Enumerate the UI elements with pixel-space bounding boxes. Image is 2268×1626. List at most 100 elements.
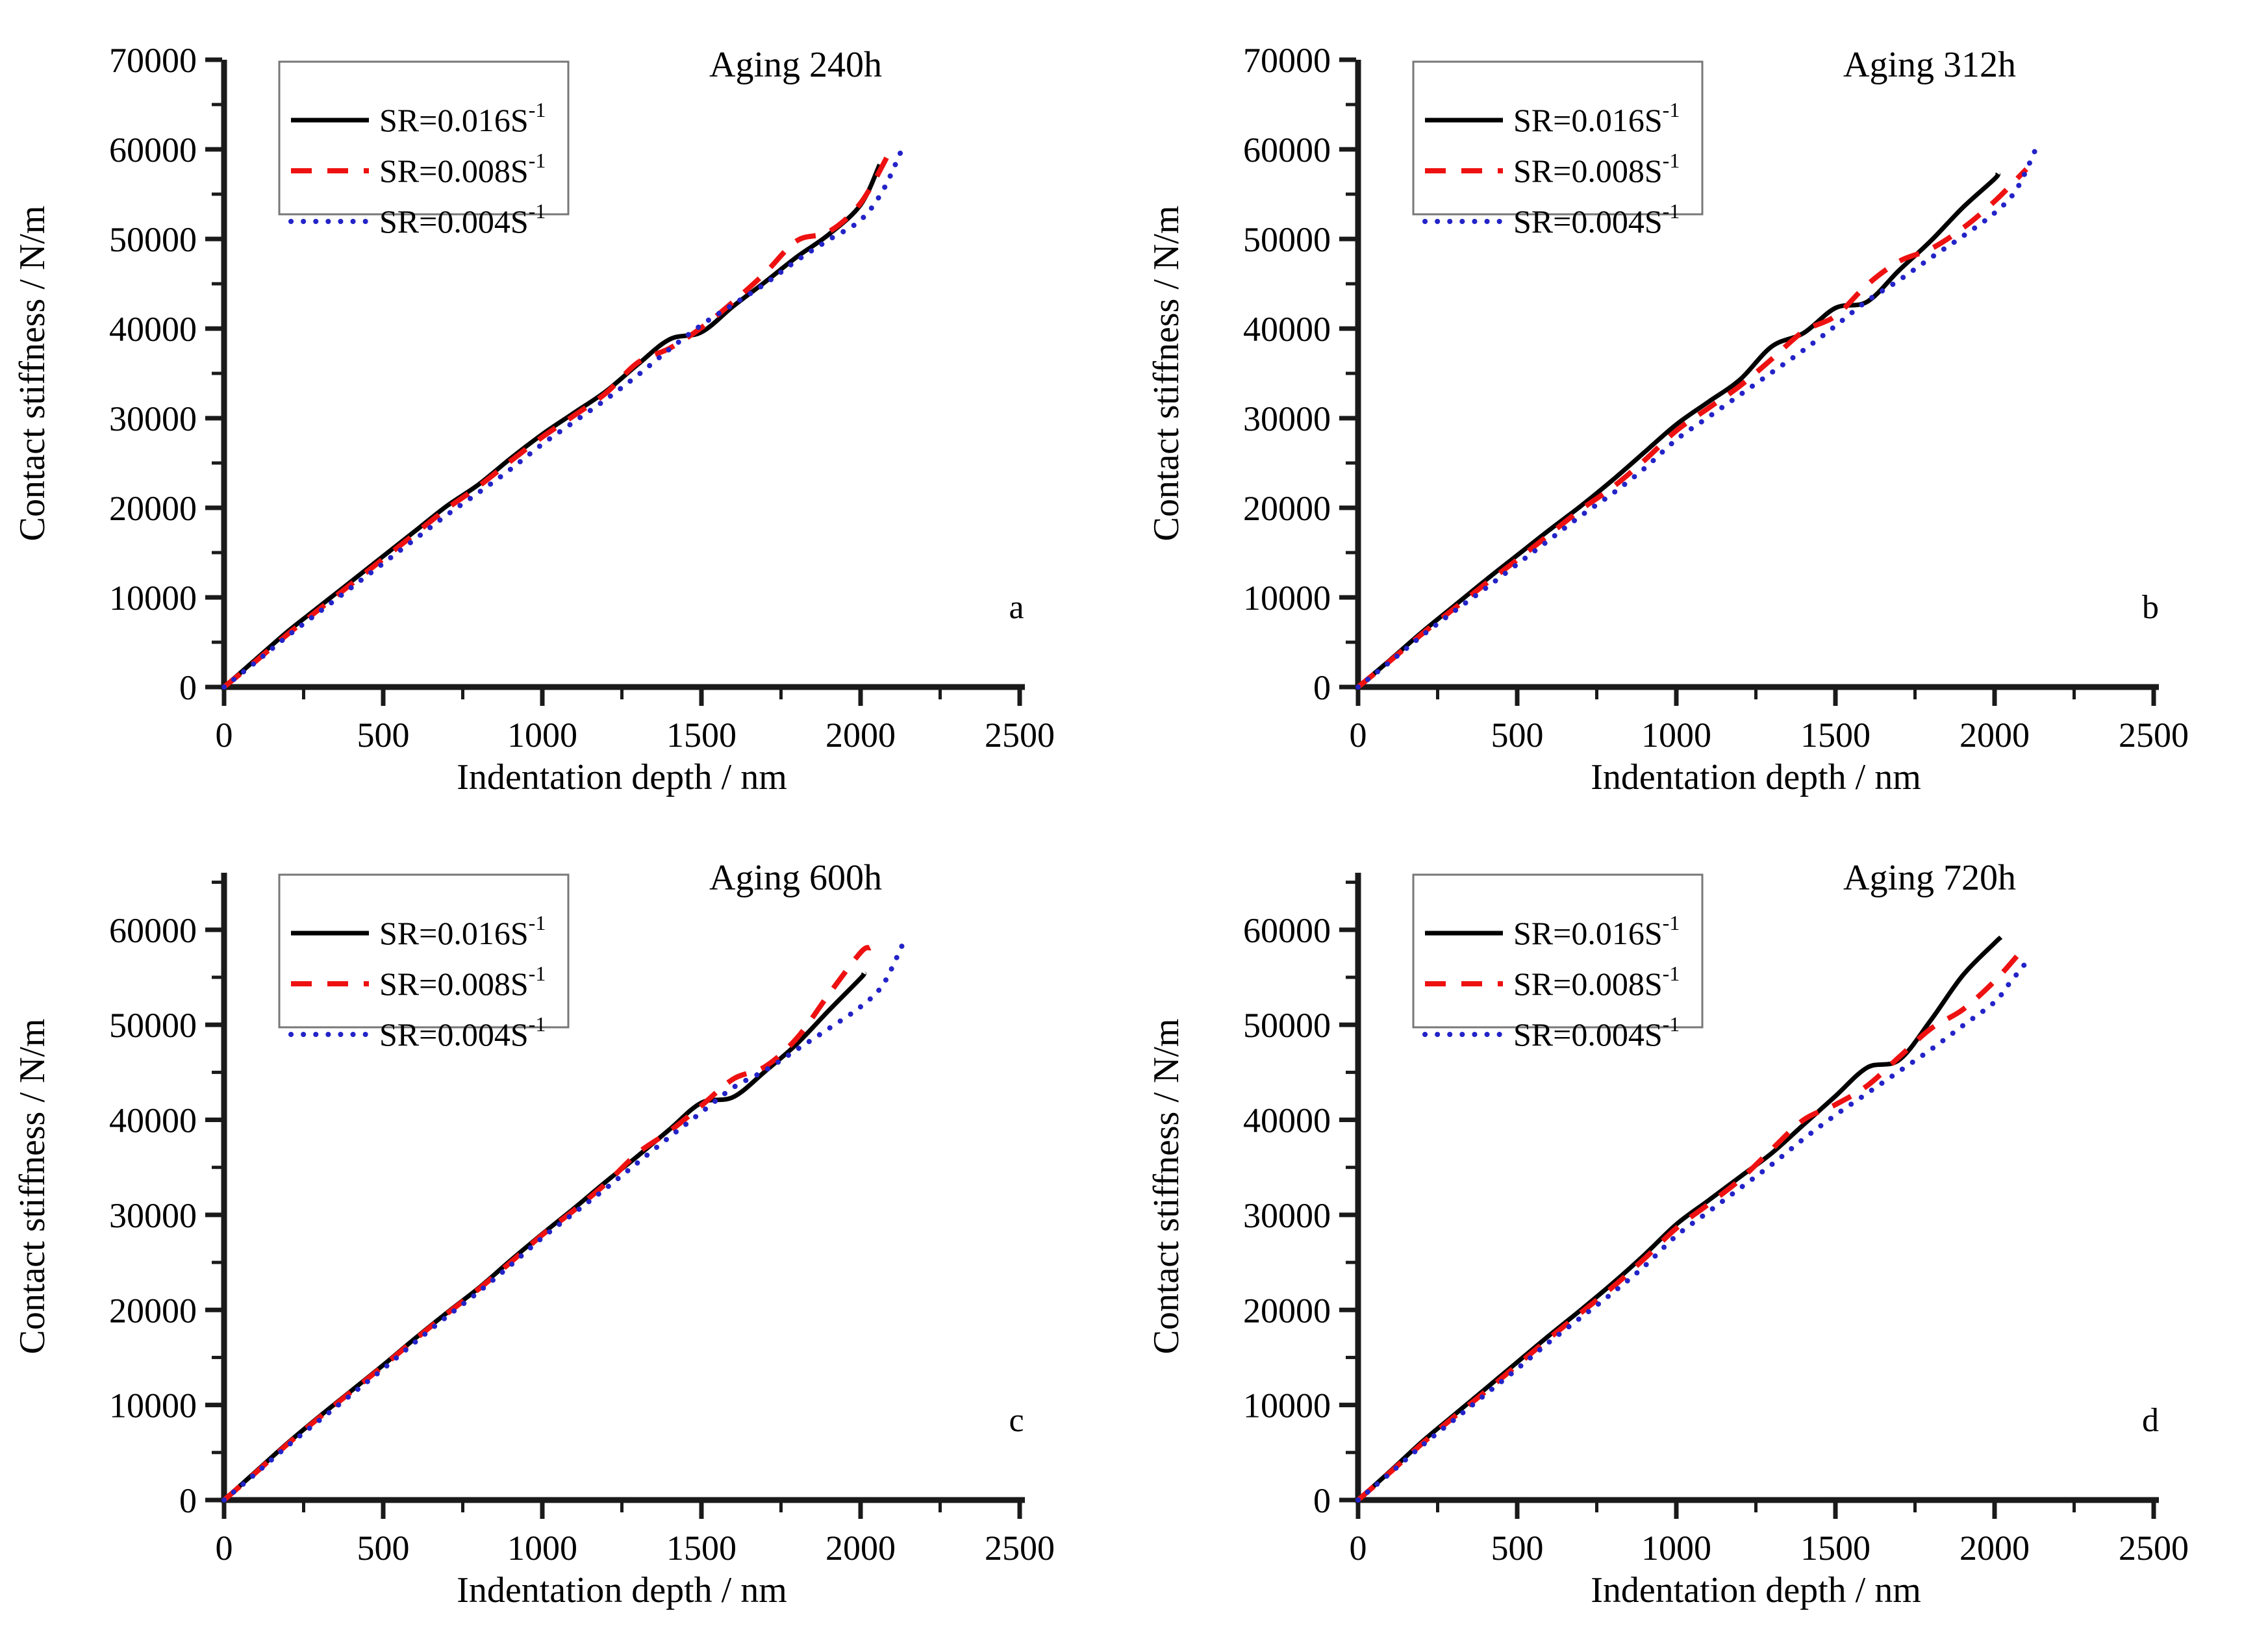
legend-box — [1412, 60, 1704, 216]
panel-a-chart: 0 500 1000 1500 2000 2500 0 10000 20000 30000 4000… — [12, 41, 1055, 797]
panel-title: Aging 720h — [1843, 858, 2016, 898]
x-tick-label: 500 — [357, 1529, 410, 1568]
y-tick-label: 60000 — [1243, 911, 1331, 950]
y-tick-label: 0 — [179, 1481, 197, 1520]
legend-label: SR=0.008S-1 — [379, 962, 546, 1002]
x-axis-title: Indentation depth / nm — [1591, 1570, 1921, 1610]
y-tick-label: 50000 — [1243, 220, 1331, 259]
panel-letter: c — [1009, 1402, 1024, 1439]
legend: SR=0.016S-1 SR=0.008S-1 SR=0.004S-1 — [278, 873, 570, 1053]
x-tick-label: 1000 — [507, 1529, 577, 1568]
x-tick-label: 500 — [1491, 1529, 1544, 1568]
x-tick-label: 1000 — [1641, 1529, 1711, 1568]
x-tick-label: 0 — [1350, 716, 1367, 755]
y-tick-label: 40000 — [1243, 1101, 1331, 1140]
legend-box — [278, 873, 570, 1029]
y-tick-label: 30000 — [109, 399, 197, 438]
legend: SR=0.016S-1 SR=0.008S-1 SR=0.004S-1 — [1412, 873, 1704, 1053]
legend-label: SR=0.004S-1 — [379, 1012, 546, 1053]
x-tick-label: 1000 — [1641, 716, 1711, 755]
y-tick-label: 0 — [1313, 668, 1331, 707]
curve-dashed — [222, 151, 892, 690]
y-tick-label: 20000 — [1243, 489, 1331, 528]
legend-label: SR=0.008S-1 — [1513, 149, 1680, 189]
curve-dashed — [222, 945, 872, 1503]
y-axis-title: Contact stiffness / N/m — [12, 1019, 53, 1355]
y-tick-label: 50000 — [1243, 1006, 1331, 1045]
x-tick-label: 1500 — [666, 1529, 737, 1568]
y-tick-label: 30000 — [1243, 399, 1331, 438]
x-tick-label: 2000 — [825, 1529, 896, 1568]
panel-b-chart: 0 500 1000 1500 2000 2500 0 10000 20000 30000 4000… — [1146, 41, 2189, 797]
x-tick-label: 1500 — [666, 716, 737, 755]
legend: SR=0.016S-1 SR=0.008S-1 SR=0.004S-1 — [278, 60, 570, 240]
y-tick-label: 60000 — [109, 131, 197, 169]
y-tick-label: 0 — [179, 668, 197, 707]
x-axis-title: Indentation depth / nm — [1591, 757, 1921, 797]
curve-dotted — [1355, 955, 2032, 1503]
y-tick-label: 20000 — [109, 489, 197, 528]
panel-d-chart: 0 500 1000 1500 2000 2500 0 10000 20000 30000 4000… — [1146, 858, 2189, 1610]
y-tick-label: 10000 — [109, 1386, 197, 1425]
legend-label: SR=0.004S-1 — [379, 199, 546, 240]
y-tick-label: 60000 — [1243, 131, 1331, 169]
y-tick-label: 60000 — [109, 911, 197, 950]
panel-c-chart: 0 500 1000 1500 2000 2500 0 10000 20000 30000 4000… — [12, 858, 1055, 1610]
legend-box — [278, 60, 570, 216]
y-tick-label: 20000 — [1243, 1291, 1331, 1330]
x-axis-title: Indentation depth / nm — [457, 1570, 787, 1610]
curve-dashed — [1356, 167, 2028, 690]
curve-dotted — [221, 943, 905, 1503]
y-tick-label: 10000 — [109, 579, 197, 618]
panel-letter: d — [2142, 1402, 2159, 1439]
y-tick-label: 10000 — [1243, 1386, 1331, 1425]
legend-label: SR=0.008S-1 — [1513, 962, 1680, 1002]
curve-solid — [222, 163, 882, 689]
panel-c: 0 500 1000 1500 2000 2500 0 10000 20000 30000 4000… — [0, 813, 1134, 1626]
x-tick-label: 2000 — [1959, 716, 2030, 755]
panel-b: 0 500 1000 1500 2000 2500 0 10000 20000 30000 4000… — [1134, 0, 2268, 813]
x-tick-label: 1500 — [1800, 1529, 1871, 1568]
x-tick-label: 2500 — [985, 716, 1055, 755]
legend-label: SR=0.008S-1 — [379, 149, 546, 189]
x-tick-label: 500 — [1491, 716, 1544, 755]
panel-title: Aging 312h — [1843, 45, 2016, 85]
y-tick-label: 0 — [1313, 1481, 1331, 1520]
legend-box — [1412, 873, 1704, 1029]
x-tick-label: 2000 — [825, 716, 896, 755]
panel-letter: a — [1009, 589, 1024, 626]
x-tick-label: 2000 — [1959, 1529, 2030, 1568]
y-tick-label: 40000 — [1243, 310, 1331, 349]
curve-dotted — [1355, 138, 2042, 690]
y-tick-label: 30000 — [1243, 1196, 1331, 1235]
legend-label: SR=0.016S-1 — [1513, 911, 1680, 951]
panel-letter: b — [2142, 589, 2159, 626]
legend: SR=0.016S-1 SR=0.008S-1 SR=0.004S-1 — [1412, 60, 1704, 240]
y-axis-title: Contact stiffness / N/m — [1146, 1019, 1187, 1355]
y-tick-label: 50000 — [109, 220, 197, 259]
curve-dotted — [221, 147, 905, 690]
x-tick-label: 1500 — [1800, 716, 1871, 755]
curve-dashed — [1356, 951, 2022, 1503]
y-axis-title: Contact stiffness / N/m — [1146, 206, 1187, 542]
panel-title: Aging 600h — [709, 858, 882, 898]
x-tick-label: 0 — [1350, 1529, 1367, 1568]
panel-a: 0 500 1000 1500 2000 2500 0 10000 20000 30000 4000… — [0, 0, 1134, 813]
y-axis-title: Contact stiffness / N/m — [12, 206, 53, 542]
x-tick-label: 0 — [216, 1529, 233, 1568]
y-tick-label: 30000 — [109, 1196, 197, 1235]
legend-label: SR=0.004S-1 — [1513, 199, 1680, 240]
x-tick-label: 2500 — [2119, 716, 2189, 755]
y-tick-label: 40000 — [109, 1101, 197, 1140]
x-tick-label: 500 — [357, 716, 410, 755]
y-tick-label: 10000 — [1243, 579, 1331, 618]
legend-label: SR=0.016S-1 — [1513, 98, 1680, 138]
legend-label: SR=0.004S-1 — [1513, 1012, 1680, 1053]
legend-label: SR=0.016S-1 — [379, 98, 546, 138]
y-tick-label: 20000 — [109, 1291, 197, 1330]
y-tick-label: 40000 — [109, 310, 197, 349]
panel-title: Aging 240h — [709, 45, 882, 85]
x-tick-label: 2500 — [2119, 1529, 2189, 1568]
x-tick-label: 1000 — [507, 716, 577, 755]
